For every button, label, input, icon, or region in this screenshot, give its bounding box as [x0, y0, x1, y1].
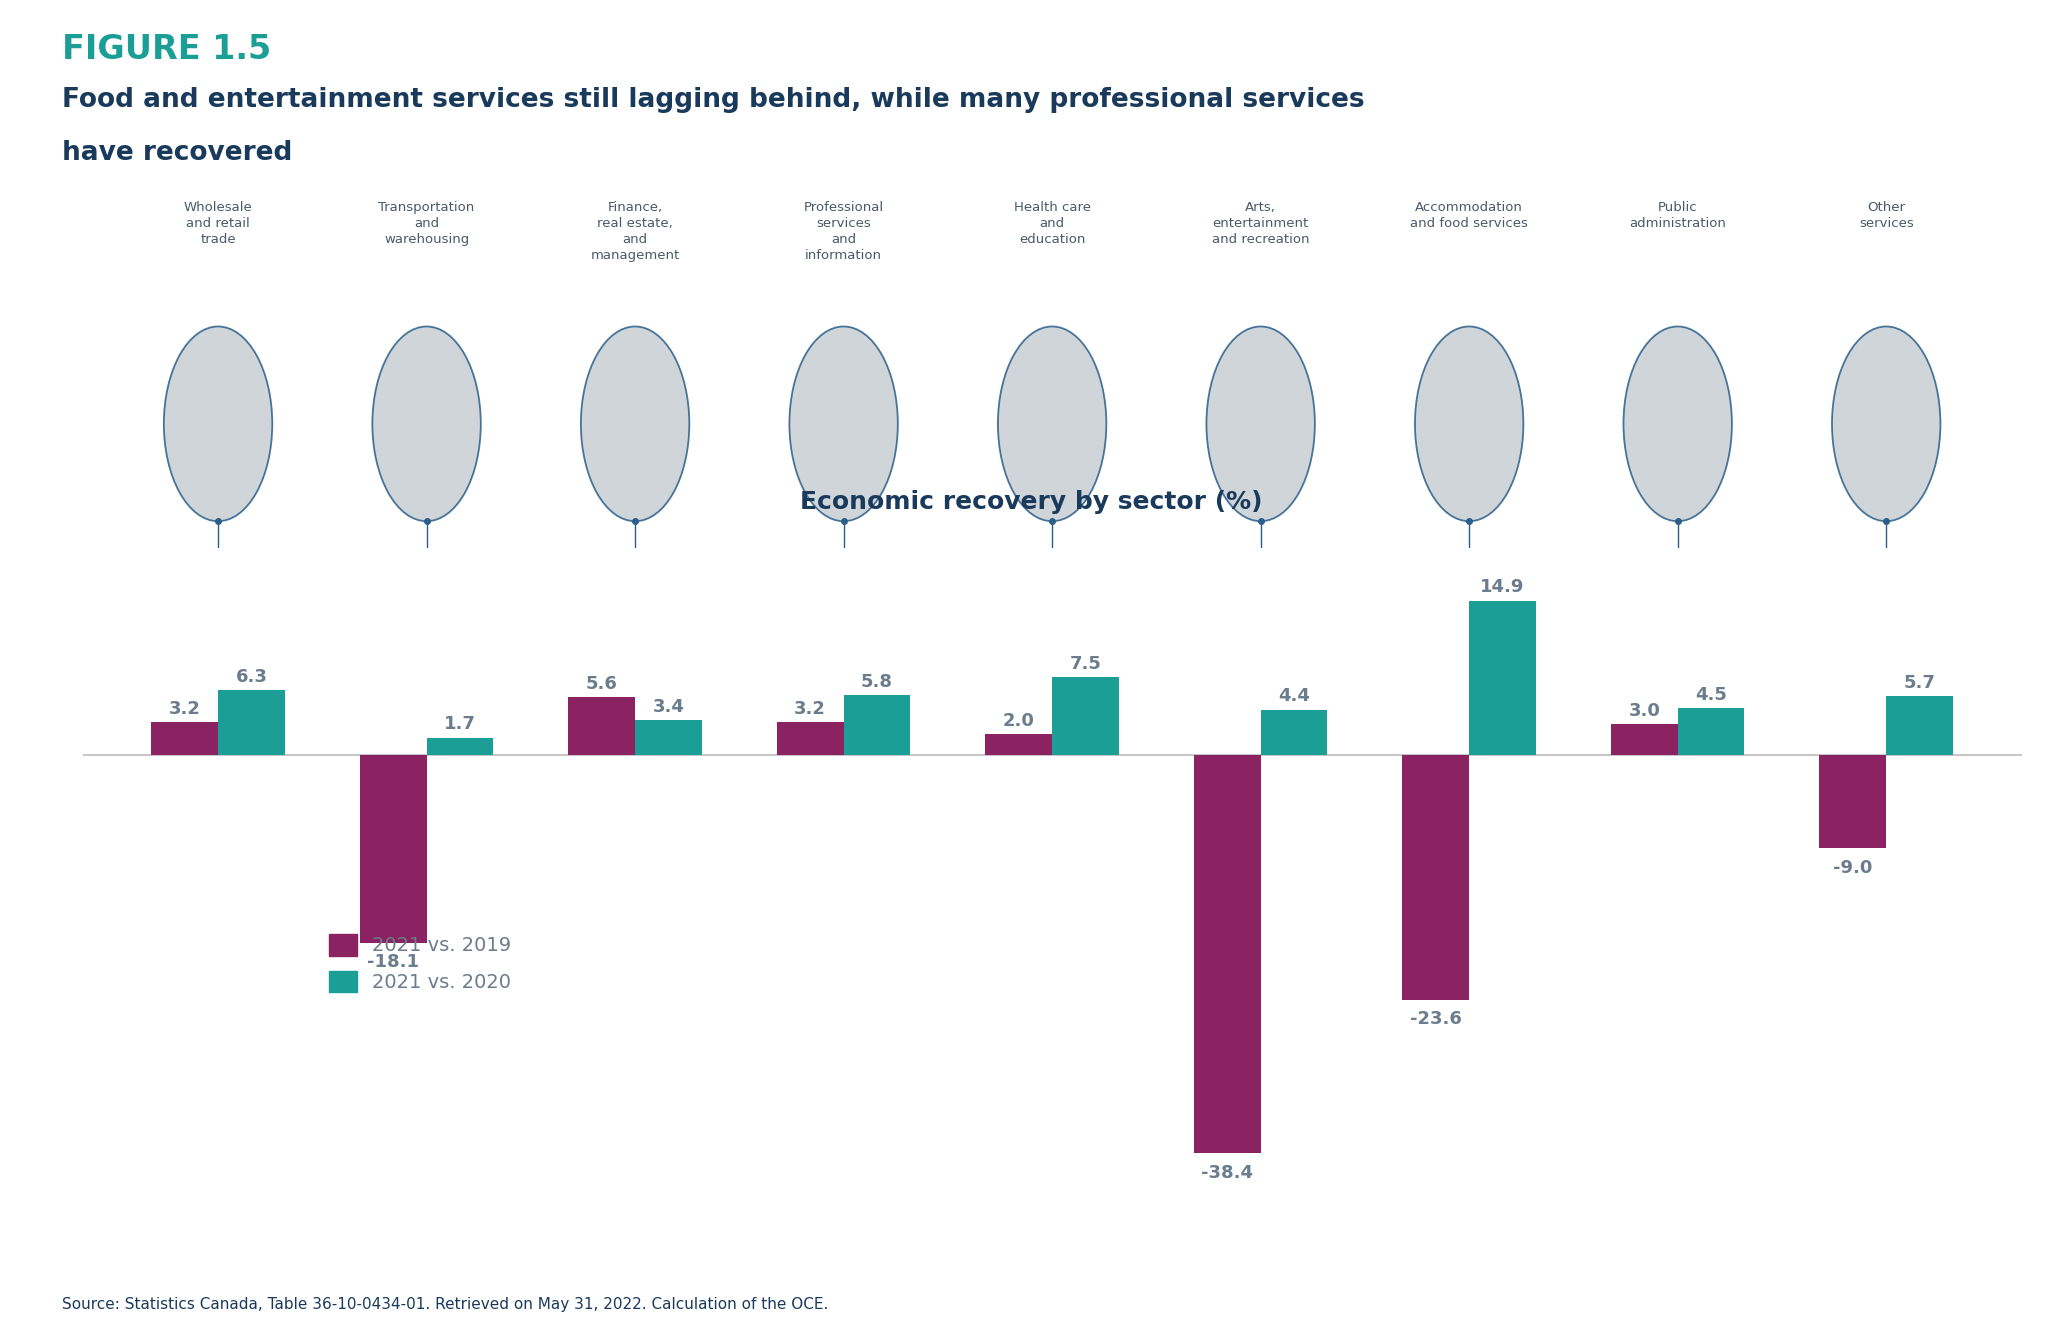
Bar — [986, 735, 1052, 755]
Text: -18.1: -18.1 — [367, 953, 419, 971]
Text: Public
administration: Public administration — [1630, 200, 1727, 230]
Bar — [844, 695, 910, 755]
Bar — [1194, 755, 1260, 1153]
Text: 5.6: 5.6 — [586, 675, 617, 693]
Ellipse shape — [790, 326, 897, 521]
Text: -23.6: -23.6 — [1409, 1010, 1463, 1029]
Text: 1.7: 1.7 — [444, 715, 477, 733]
Text: -9.0: -9.0 — [1834, 859, 1873, 876]
Text: 3.4: 3.4 — [652, 697, 685, 716]
Bar — [219, 689, 285, 755]
Ellipse shape — [1415, 326, 1522, 521]
Bar — [1886, 696, 1954, 755]
Text: 5.7: 5.7 — [1904, 673, 1935, 692]
Text: 3.2: 3.2 — [169, 700, 200, 717]
Text: 2.0: 2.0 — [1003, 712, 1036, 731]
Text: 14.9: 14.9 — [1481, 578, 1525, 596]
Text: FIGURE 1.5: FIGURE 1.5 — [62, 33, 270, 67]
Text: have recovered: have recovered — [62, 140, 293, 166]
Bar — [1820, 755, 1886, 848]
Text: Wholesale
and retail
trade: Wholesale and retail trade — [184, 200, 252, 246]
Ellipse shape — [1207, 326, 1314, 521]
Text: Economic recovery by sector (%): Economic recovery by sector (%) — [800, 490, 1263, 514]
Bar — [151, 721, 219, 755]
Text: Source: Statistics Canada, Table 36-10-0434-01. Retrieved on May 31, 2022. Calcu: Source: Statistics Canada, Table 36-10-0… — [62, 1297, 827, 1312]
Text: Food and entertainment services still lagging behind, while many professional se: Food and entertainment services still la… — [62, 87, 1364, 112]
Text: Health care
and
education: Health care and education — [1013, 200, 1091, 246]
Legend: 2021 vs. 2019, 2021 vs. 2020: 2021 vs. 2019, 2021 vs. 2020 — [330, 934, 512, 993]
Text: 5.8: 5.8 — [860, 673, 893, 691]
Text: Transportation
and
warehousing: Transportation and warehousing — [378, 200, 474, 246]
Ellipse shape — [582, 326, 689, 521]
Bar — [1469, 601, 1535, 755]
Text: 3.2: 3.2 — [794, 700, 825, 717]
Bar — [1052, 677, 1118, 755]
Text: 6.3: 6.3 — [235, 668, 268, 685]
Ellipse shape — [1832, 326, 1941, 521]
Bar — [359, 755, 427, 943]
Bar — [635, 720, 701, 755]
Bar — [427, 737, 493, 755]
Text: 4.5: 4.5 — [1696, 687, 1727, 704]
Bar — [1677, 708, 1745, 755]
Ellipse shape — [998, 326, 1106, 521]
Text: Professional
services
and
information: Professional services and information — [805, 200, 883, 262]
Ellipse shape — [163, 326, 272, 521]
Bar — [1260, 709, 1327, 755]
Text: Accommodation
and food services: Accommodation and food services — [1411, 200, 1529, 230]
Text: 4.4: 4.4 — [1279, 687, 1310, 705]
Ellipse shape — [1624, 326, 1733, 521]
Ellipse shape — [371, 326, 481, 521]
Text: 7.5: 7.5 — [1069, 655, 1102, 673]
Text: Finance,
real estate,
and
management: Finance, real estate, and management — [590, 200, 679, 262]
Text: Arts,
entertainment
and recreation: Arts, entertainment and recreation — [1211, 200, 1310, 246]
Text: -38.4: -38.4 — [1201, 1164, 1254, 1181]
Bar — [1611, 724, 1677, 755]
Bar — [1403, 755, 1469, 999]
Bar — [569, 697, 635, 755]
Text: Other
services: Other services — [1859, 200, 1914, 230]
Text: 3.0: 3.0 — [1628, 701, 1661, 720]
Bar — [778, 721, 844, 755]
